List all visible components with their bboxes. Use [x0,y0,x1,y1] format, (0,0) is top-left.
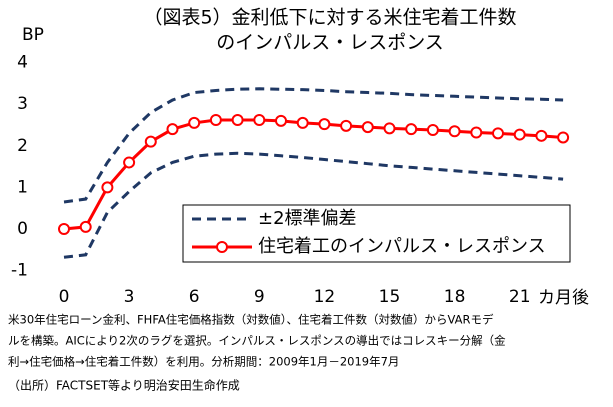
point [513,128,526,141]
point [340,119,353,132]
y-tick-label: 1 [17,177,28,197]
x-tick-label: 3 [124,287,135,307]
x-tick-label: 21 [509,287,531,307]
source: （出所）FACTSET等より明治安田生命作成 [8,378,240,393]
note: 米30年住宅ローン金利、FHFA住宅価格指数（対数値）、住宅着工件数（対数値）か… [8,313,494,327]
x-tick-label: 0 [59,287,70,307]
point [188,116,201,129]
y-tick-label: 2 [17,136,28,156]
x-tick-label: 9 [254,287,265,307]
series-line [63,151,564,259]
legend-box [182,204,571,263]
point [123,156,136,169]
y-tick-label: -1 [11,261,28,281]
legend-label: 住宅着工のインパルス・レスポンス [258,236,546,257]
y-tick-label: 0 [17,219,28,239]
x-tick-label: 18 [444,287,466,307]
series-line [63,87,564,204]
point [144,135,157,148]
chart-title: （図表5）金利低下に対する米住宅着工件数 [143,7,516,29]
x-tick-label: 12 [314,287,336,307]
point [318,118,331,131]
point [383,122,396,135]
point [361,121,374,134]
legend-marker [216,241,228,253]
legend-label: ±2標準偏差 [258,208,357,229]
point [231,114,244,127]
point [426,123,439,136]
y-tick-label: 4 [17,53,28,73]
point [470,126,483,139]
point [209,114,222,127]
x-tick-label: 6 [189,287,200,307]
y-tick-label: 3 [17,94,28,114]
point [448,125,461,138]
x-axis-unit: カ月後 [538,288,589,308]
y-axis-label: BP [22,25,44,45]
note: 利→住宅価格→住宅着工件数）を利用。分析期間：2009年1月－2019年7月 [8,355,399,369]
point [101,181,114,194]
point [275,114,287,127]
point [296,116,309,129]
chart-title: のインパルス・レスポンス [216,32,444,54]
x-tick-label: 15 [379,287,401,307]
point [405,123,418,136]
point [58,223,70,235]
point [166,123,179,136]
point [79,220,92,233]
point [253,114,266,127]
point [492,127,504,140]
note: ルを構築。AICにより2次のラグを選択。インパルス・レスポンスの導出ではコレスキ… [8,334,506,348]
point [535,129,548,142]
point [557,131,570,144]
